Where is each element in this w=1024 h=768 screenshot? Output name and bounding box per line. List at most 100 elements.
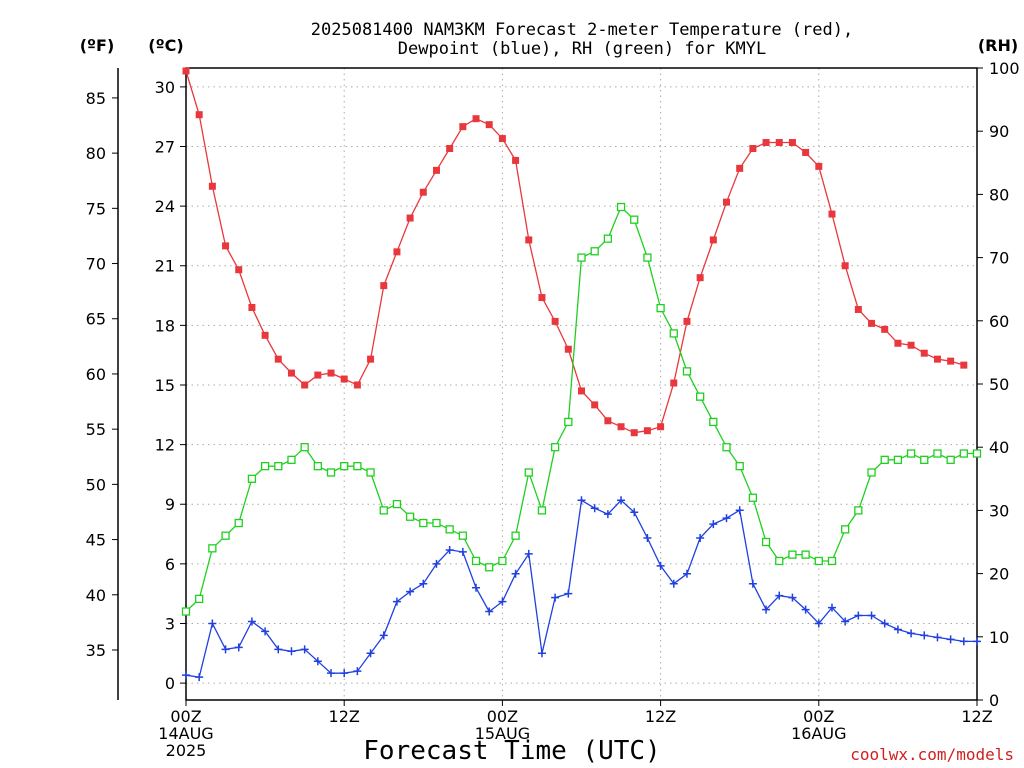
rh-point [814, 556, 823, 566]
rh-point [906, 449, 916, 458]
2-meter-temperature-point [512, 156, 520, 164]
data-series [181, 67, 982, 682]
2-meter-temperature-point [775, 139, 783, 147]
fahrenheit-tick-label: 60 [86, 365, 106, 384]
rh-point [511, 531, 520, 540]
x-tick-label: 12Z [329, 707, 360, 726]
rh-tick-label: 0 [989, 691, 999, 710]
2-meter-temperature-point [920, 349, 928, 357]
dewpoint-point [801, 605, 810, 614]
dewpoint-point [814, 619, 823, 628]
2-meter-temperature-point [617, 423, 625, 431]
rh-point [893, 455, 903, 464]
2-meter-temperature-point [815, 162, 823, 170]
dewpoint-point [445, 545, 454, 554]
dewpoint-point [472, 583, 481, 592]
2-meter-temperature-point [960, 361, 968, 369]
2-meter-temperature-point [459, 123, 467, 131]
dewpoint-point [195, 673, 204, 682]
rh-point [195, 594, 204, 604]
x-tick-label: 12Z [645, 707, 676, 726]
2-meter-temperature-point [195, 111, 203, 119]
2-meter-temperature-point [630, 429, 638, 437]
dewpoint-point [669, 579, 678, 588]
dewpoint-point [880, 619, 889, 628]
dewpoint-point [920, 631, 929, 640]
x-tick-label: 12Z [961, 707, 992, 726]
rh-tick-label: 30 [989, 501, 1009, 520]
2-meter-temperature-point [670, 379, 678, 387]
celsius-tick-label: 24 [155, 197, 175, 216]
rh-point [748, 493, 758, 502]
2-meter-temperature-point [683, 317, 691, 325]
rh-point [722, 443, 731, 452]
rh-point [959, 449, 968, 458]
x-tick-label: 2025 [166, 741, 207, 760]
x-tick-label: 00Z [487, 707, 518, 726]
fahrenheit-tick-label: 85 [86, 89, 106, 108]
dewpoint-point [643, 534, 652, 543]
rh-point [445, 525, 454, 534]
2-meter-temperature-point [432, 166, 440, 174]
2-meter-temperature-point [802, 148, 810, 156]
rh-point [498, 556, 507, 566]
rh-tick-label: 80 [989, 185, 1009, 204]
dewpoint-point [907, 629, 916, 638]
fahrenheit-tick-label: 65 [86, 310, 106, 329]
rh-point [656, 304, 665, 313]
rh-point [630, 215, 639, 224]
2-meter-temperature-point [485, 121, 493, 129]
dewpoint-point [577, 496, 586, 505]
dewpoint-point [379, 631, 388, 640]
rh-point [537, 506, 547, 515]
rh-tick-label: 90 [989, 122, 1009, 141]
rh-point [920, 455, 929, 464]
2-meter-temperature-point [182, 67, 190, 75]
rh-point [603, 234, 613, 243]
grid-lines [186, 68, 977, 700]
rh-point [234, 518, 243, 528]
rh-point [669, 329, 678, 338]
dewpoint-point [327, 669, 336, 678]
rh-point [353, 462, 362, 471]
dewpoint-point [498, 597, 507, 606]
dewpoint-point [458, 547, 467, 556]
rh-point [524, 468, 533, 477]
rh-point [340, 462, 349, 471]
dewpoint-point [656, 561, 665, 570]
fahrenheit-tick-label: 50 [86, 475, 106, 494]
2-meter-temperature-point [657, 423, 665, 431]
2-meter-temperature-point [749, 144, 757, 152]
celsius-tick-label: 15 [155, 376, 175, 395]
rh-point [880, 455, 889, 464]
rh-tick-label: 50 [989, 375, 1009, 394]
fahrenheit-unit-label: (ºF) [80, 36, 115, 55]
2-meter-temperature-point [709, 236, 717, 244]
2-meter-temperature-point [301, 381, 309, 389]
2-meter-temperature-point [841, 262, 849, 270]
fahrenheit-tick-label: 35 [86, 641, 106, 660]
dewpoint-point [867, 611, 876, 620]
celsius-tick-label: 6 [165, 555, 175, 574]
rh-line [185, 205, 977, 612]
2-meter-temperature-point [525, 236, 533, 244]
dewpoint-point [274, 645, 283, 654]
rh-point [972, 449, 982, 458]
rh-point [432, 518, 441, 528]
2-meter-temperature-point [578, 387, 585, 395]
chart-title-line-2: Dewpoint (blue), RH (green) for KMYL [398, 39, 766, 59]
fahrenheit-tick-label: 75 [86, 199, 106, 218]
celsius-tick-label: 30 [155, 78, 175, 97]
rh-point [775, 556, 784, 566]
dewpoint-point [261, 627, 270, 636]
2-meter-temperature-point [222, 242, 230, 250]
dewpoint-point [247, 617, 256, 626]
axes [112, 67, 983, 706]
2-meter-temperature-point [261, 331, 269, 339]
rh-point [709, 417, 718, 427]
dewpoint-point [340, 669, 349, 678]
2-meter-temperature-point [248, 303, 256, 311]
dewpoint-point [524, 549, 533, 558]
dewpoint-point [682, 569, 691, 578]
